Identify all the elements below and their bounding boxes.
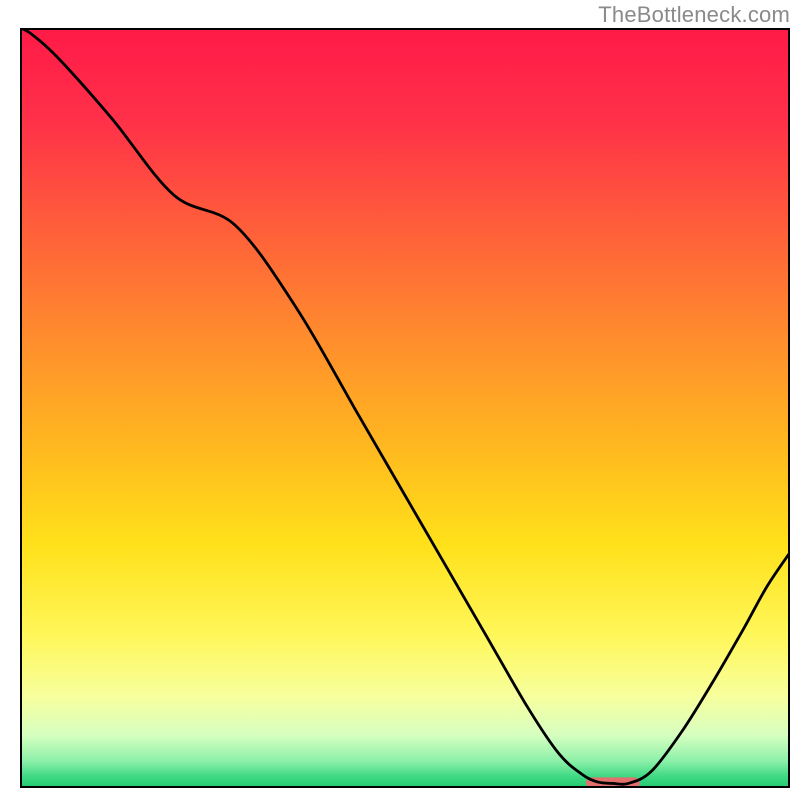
plot-area [20, 28, 790, 788]
watermark-text: TheBottleneck.com [598, 2, 790, 28]
plot-svg [20, 28, 790, 788]
gradient-fill-rect [20, 28, 790, 788]
page-root: TheBottleneck.com [0, 0, 800, 800]
